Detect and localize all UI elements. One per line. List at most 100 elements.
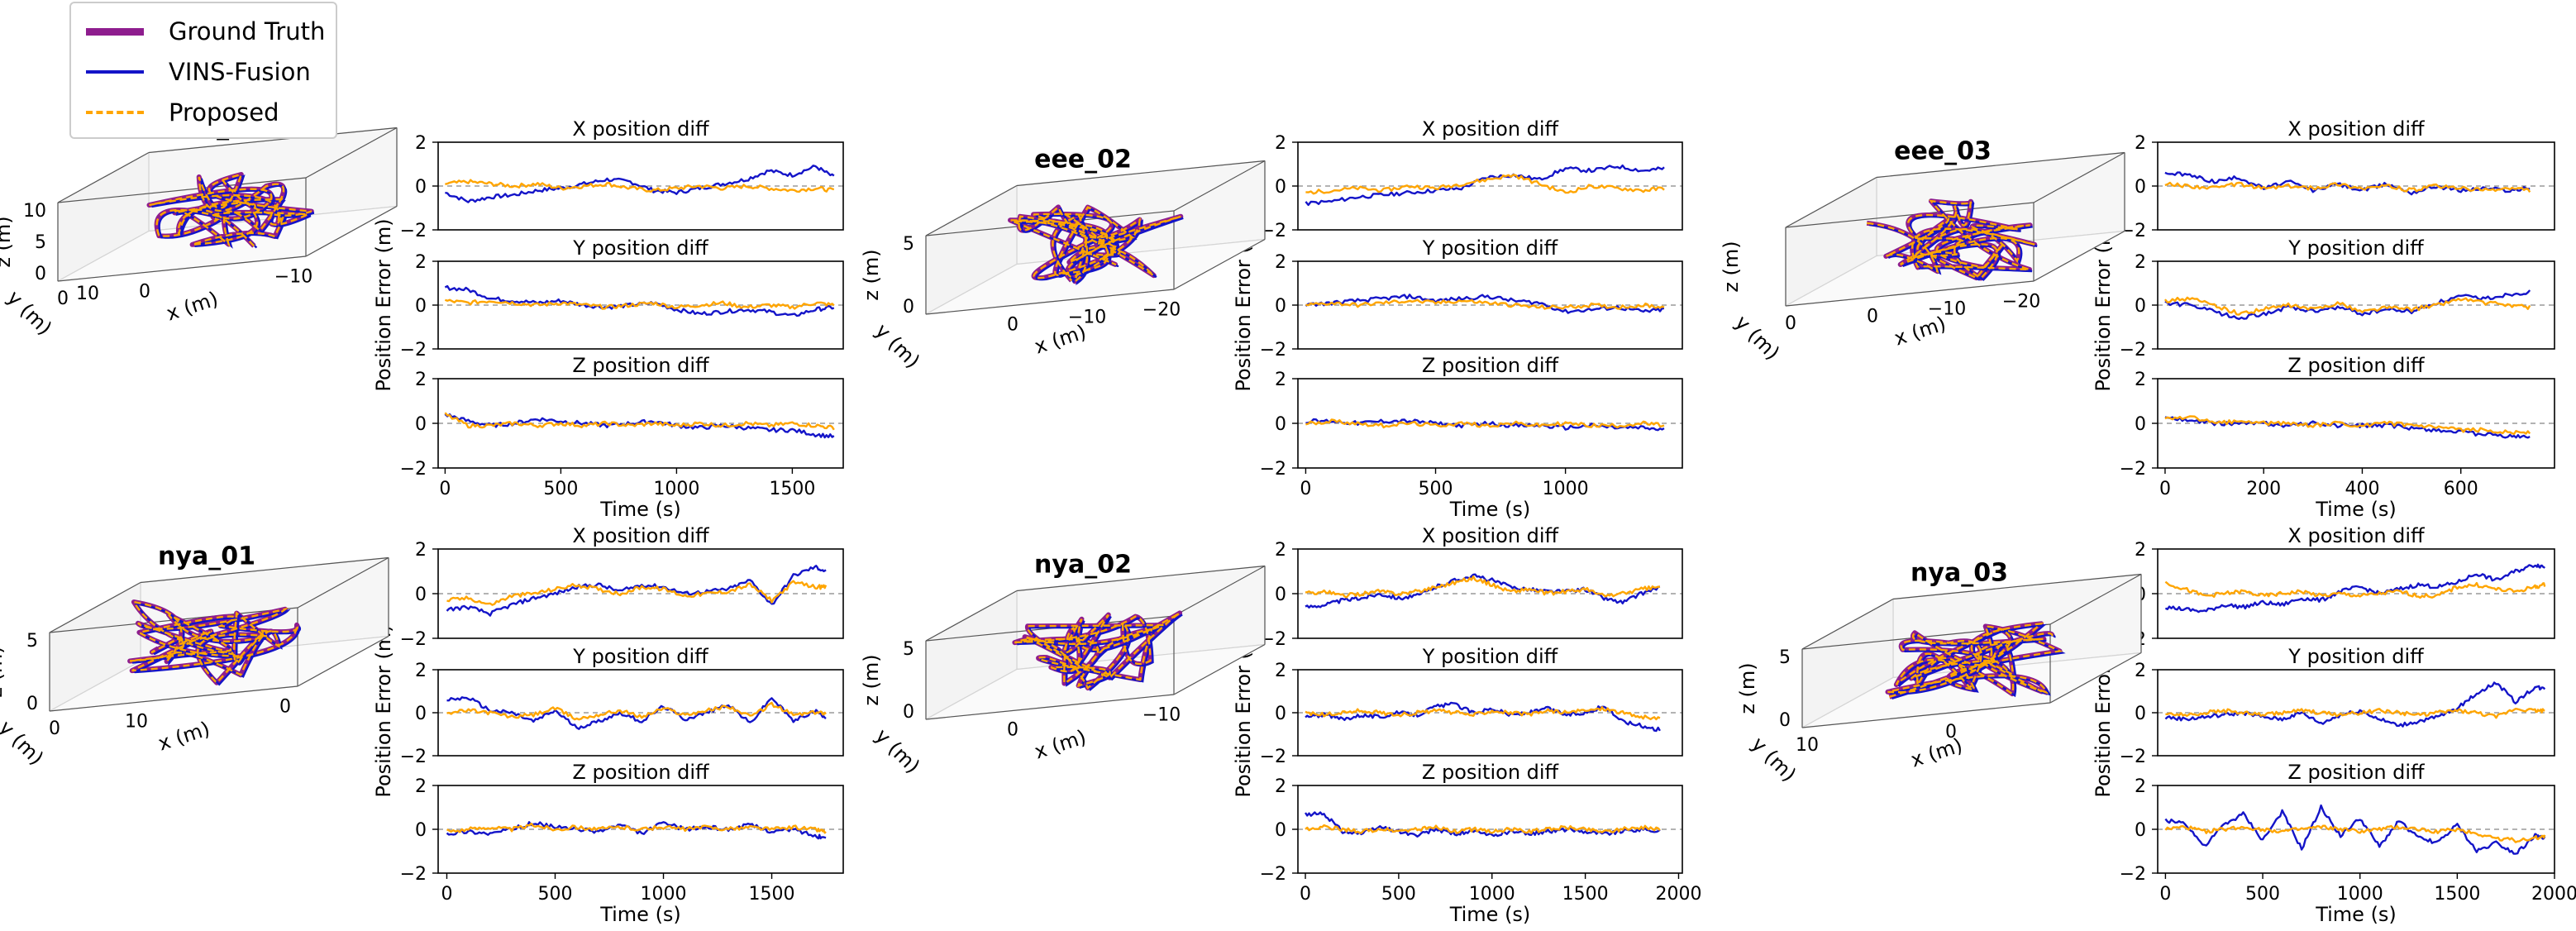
x-tick-label: 1500 bbox=[2434, 884, 2480, 905]
box-edge bbox=[1801, 598, 1894, 650]
eee-03-panel-z: 2 0 −2 Z position diff 0 200 400 600 Time (s) bbox=[2120, 354, 2555, 521]
z-tick-label: 5 bbox=[35, 232, 46, 253]
box-edge bbox=[1016, 160, 1266, 187]
y-tick-label: 2 bbox=[415, 661, 427, 681]
series-line-vins-fusion bbox=[2164, 416, 2531, 439]
y-tick-label: 2 bbox=[415, 133, 427, 154]
box-edge bbox=[1173, 238, 1266, 290]
legend-label-ground-truth: Ground Truth bbox=[169, 17, 326, 45]
y3d-tick-label: 0 bbox=[49, 719, 60, 739]
y-tick-label: 0 bbox=[415, 704, 427, 724]
legend-swatch-vins-fusion bbox=[86, 70, 144, 74]
box-edge bbox=[57, 255, 307, 282]
x-axis-label: Time (s) bbox=[599, 498, 681, 521]
y-tick-label: −2 bbox=[1260, 864, 1286, 885]
y-tick-label: 0 bbox=[2135, 414, 2146, 435]
trajectory-proposed bbox=[1014, 612, 1181, 690]
box-edge bbox=[2049, 652, 2142, 704]
trajectory-proposed bbox=[149, 173, 312, 247]
series-line-proposed bbox=[2165, 708, 2545, 719]
y-tick-label: −2 bbox=[2120, 747, 2146, 767]
series-line-proposed bbox=[1305, 575, 1661, 599]
panel-title: Y position diff bbox=[2287, 236, 2424, 260]
x3d-axis-label: x (m) bbox=[1908, 733, 1965, 771]
series-line-vins-fusion bbox=[444, 413, 835, 439]
nya-01-panel-x: 2 0 −2 X position diff bbox=[400, 524, 844, 650]
y3d-axis-label: y (m) bbox=[871, 319, 924, 373]
series-line-proposed bbox=[445, 179, 835, 193]
x-tick-label: 0 bbox=[439, 479, 451, 499]
y-tick-label: −2 bbox=[2120, 864, 2146, 885]
box-edge bbox=[49, 581, 141, 633]
z-tick-label: 0 bbox=[1779, 710, 1791, 731]
box-edge bbox=[1785, 280, 2035, 307]
trajectory-title: eee_02 bbox=[1034, 146, 1132, 174]
box-edge bbox=[297, 556, 389, 609]
y-tick-label: 2 bbox=[2135, 252, 2146, 273]
panel-title: Y position diff bbox=[1422, 236, 1558, 260]
x-tick-label: 2000 bbox=[2531, 884, 2576, 905]
box-edge bbox=[57, 151, 150, 203]
series-line-vins-fusion bbox=[1305, 573, 1661, 609]
series-line-vins-fusion bbox=[446, 696, 827, 730]
x3d-tick-label: −20 bbox=[2002, 292, 2040, 313]
y-tick-label: 0 bbox=[2135, 704, 2146, 724]
y-tick-label: −2 bbox=[2120, 459, 2146, 480]
box-edge bbox=[925, 289, 1175, 315]
panel-title: X position diff bbox=[1422, 117, 1559, 141]
series-line-proposed bbox=[1305, 298, 1665, 310]
x-tick-label: 0 bbox=[2159, 884, 2171, 905]
box-edge bbox=[1785, 202, 2035, 228]
z-tick-label: 5 bbox=[1779, 647, 1791, 668]
box-edge bbox=[1173, 160, 1266, 212]
box-edge bbox=[57, 177, 307, 203]
x3d-tick-label: 0 bbox=[1007, 720, 1018, 741]
series-line-proposed bbox=[2164, 580, 2546, 599]
series-line-vins-fusion bbox=[2164, 563, 2546, 614]
legend: Ground Truth VINS-Fusion Proposed bbox=[69, 2, 337, 139]
trajectory-vins-fusion bbox=[1869, 199, 2038, 281]
box-edge bbox=[2033, 151, 2125, 203]
y3d-tick-label: 0 bbox=[57, 289, 69, 309]
box-edge bbox=[148, 127, 398, 154]
y-tick-label: −2 bbox=[400, 340, 427, 360]
eee-02-panel-z: 2 0 −2 Z position diff 0 500 1000 Time (s) bbox=[1260, 354, 1683, 521]
x3d-axis-label: x (m) bbox=[1891, 312, 1949, 350]
y-tick-label: 2 bbox=[1275, 661, 1286, 681]
box-edge bbox=[49, 685, 298, 712]
box-edge bbox=[1173, 565, 1266, 617]
y-tick-label: 2 bbox=[2135, 776, 2146, 797]
nya-03-panel-z: 2 0 −2 Z position diff 0 500 1000 1500 2000 Time … bbox=[2120, 761, 2576, 926]
x-tick-label: 500 bbox=[537, 884, 572, 905]
panel-title: Y position diff bbox=[572, 236, 708, 260]
z-axis-label: z (m) bbox=[0, 216, 15, 267]
eee-03-trajectory-3d: eee_03z (m)0 −10 −20x (m)0y (m) bbox=[1720, 137, 2125, 365]
x-tick-label: 0 bbox=[2159, 479, 2171, 499]
y-tick-label: −2 bbox=[1260, 747, 1286, 767]
nya-01-y-axis-label: Position Error (m) bbox=[372, 624, 395, 797]
series-line-vins-fusion bbox=[2164, 681, 2546, 728]
panel-title: Y position diff bbox=[2287, 645, 2424, 668]
eee-02-trajectory-3d: eee_02 0 5 z (m) 0 −10 −20 x (m) y (m) bbox=[860, 146, 1266, 373]
y3d-axis-label: y (m) bbox=[0, 716, 48, 770]
x3d-tick-label: 0 bbox=[1007, 315, 1018, 336]
box-edge bbox=[1173, 643, 1266, 695]
nya-02-panel-y: 2 0 −2 Y position diff bbox=[1260, 645, 1683, 767]
nya-01-panel-y: 2 0 −2 Y position diff bbox=[400, 645, 844, 767]
z-axis-label: z (m) bbox=[860, 249, 883, 300]
y-tick-label: 0 bbox=[2135, 296, 2146, 317]
box-edge bbox=[305, 127, 398, 179]
box-edge bbox=[1876, 151, 2125, 179]
x3d-axis-label: x (m) bbox=[164, 287, 221, 325]
series-line-proposed bbox=[2163, 296, 2531, 316]
y-tick-label: −2 bbox=[2120, 340, 2146, 360]
x3d-tick-label: 0 bbox=[1867, 307, 1878, 327]
z-tick-label: 0 bbox=[35, 264, 46, 284]
z-tick-label: 10 bbox=[23, 201, 46, 222]
panel-title: X position diff bbox=[2287, 524, 2425, 547]
panel-title: X position diff bbox=[572, 524, 709, 547]
x-tick-label: 1000 bbox=[1543, 479, 1589, 499]
y-tick-label: −2 bbox=[400, 629, 427, 650]
